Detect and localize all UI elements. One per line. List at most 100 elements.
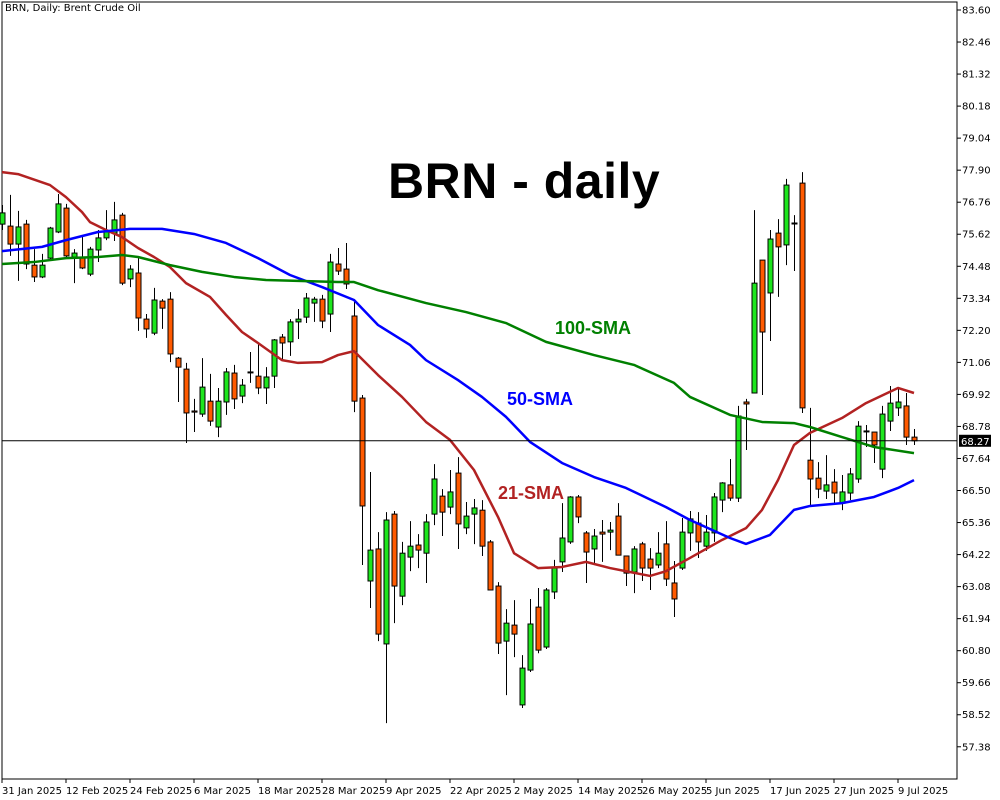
candle-bear [575,496,582,518]
sma-line-50-sma [1,227,915,546]
candle-bull [527,623,534,671]
candles-group [0,172,918,724]
candle-bear [359,397,366,507]
candle-bull [39,264,46,278]
x-tick-label: 26 May 2025 [642,786,707,797]
candle-bull [679,531,686,569]
candle-bull [503,622,510,642]
y-tick-label: 57.38 [962,742,991,753]
candle-bull [71,252,78,258]
candle-bear [487,541,494,591]
candle-bear [479,509,486,547]
candle-bear [175,357,182,368]
candle-bear [911,436,918,442]
candle-bull [303,297,310,318]
candle-bear [647,558,654,569]
candle-bear [247,371,254,374]
candle-bull [0,212,6,225]
candle-bull [735,415,742,499]
symbol-info: BRN, Daily: Brent Crude Oil [5,3,141,14]
x-tick-label: 18 Mar 2025 [258,786,321,797]
y-tick-label: 74.48 [962,262,991,273]
candle-bear [775,232,782,248]
candle-bull [543,589,550,648]
y-tick-label: 59.66 [962,678,991,689]
candle-bear [375,548,382,635]
candle-bear [279,336,286,344]
y-tick-label: 66.50 [962,486,991,497]
candle-bull [447,491,454,508]
x-tick-label: 14 May 2025 [578,786,643,797]
sma-line-21-sma [1,170,915,578]
candle-bull [95,237,102,251]
candle-bull [263,376,270,389]
candle-bull [463,515,470,529]
candle-bull [631,548,638,573]
x-tick-label: 9 Jul 2025 [898,786,948,797]
y-tick-label: 67.64 [962,454,991,465]
candle-bear [183,368,190,414]
candle-bull [223,371,230,403]
candle-bear [143,318,150,330]
candle-bull [471,507,478,515]
candle-bear [255,375,262,389]
candle-bear [495,585,502,644]
candle-bull [287,321,294,343]
candle-bear [159,300,166,309]
sma100-label: 100-SMA [555,318,632,338]
y-tick-label: 65.36 [962,518,991,529]
candle-bull [295,318,302,323]
candle-bear [615,515,622,556]
candle-bull [239,384,246,397]
candle-bear [343,268,350,285]
candle-bear [23,223,30,265]
candle-bear [903,405,910,438]
y-tick-label: 79.04 [962,134,991,145]
candle-bull [767,238,774,294]
candle-bull [887,402,894,422]
candle-bear [207,400,214,422]
candle-bull [327,261,334,315]
y-tick-label: 80.18 [962,102,991,113]
x-tick-label: 22 Apr 2025 [450,786,512,797]
y-tick-label: 71.06 [962,358,991,369]
candle-bear [871,431,878,446]
candle-bull [847,473,854,494]
candle-bull [55,203,62,233]
candle-bull [783,184,790,246]
x-tick-label: 17 Jun 2025 [770,786,830,797]
candle-bull [311,298,318,304]
candle-bull [559,537,566,563]
candle-bull [711,496,718,534]
candle-bear [831,481,838,494]
candle-bull [103,231,110,239]
sma-line-100-sma [1,253,915,455]
y-tick-label: 60.80 [962,646,991,657]
candle-bear [663,543,670,580]
candle-bull [751,282,758,394]
current-price-label: 68.27 [961,437,990,448]
candle-bear [639,543,646,569]
plot-frame [1,1,958,780]
y-tick-label: 63.08 [962,582,991,593]
candle-bear [335,263,342,272]
x-tick-label: 24 Feb 2025 [130,786,192,797]
candle-bull [87,248,94,275]
candle-bear [535,606,542,651]
candle-bear [63,207,70,257]
y-tick-label: 81.32 [962,70,991,81]
x-tick-label: 2 May 2025 [514,786,573,797]
x-tick-label: 9 Apr 2025 [386,786,441,797]
x-tick-label: 6 Mar 2025 [194,786,251,797]
candle-bull [215,400,222,428]
candle-bull [719,482,726,501]
candle-bull [423,521,430,554]
y-tick-label: 64.22 [962,550,991,561]
candle-bear [807,459,814,480]
candle-bull [199,386,206,415]
candle-bull [127,268,134,280]
candle-bear [455,472,462,525]
y-tick-label: 77.90 [962,166,991,177]
candle-bear [623,555,630,574]
